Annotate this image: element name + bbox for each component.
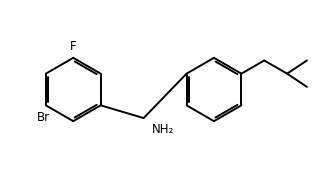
Text: Br: Br (37, 111, 50, 124)
Text: F: F (70, 40, 77, 54)
Text: NH₂: NH₂ (151, 123, 174, 136)
